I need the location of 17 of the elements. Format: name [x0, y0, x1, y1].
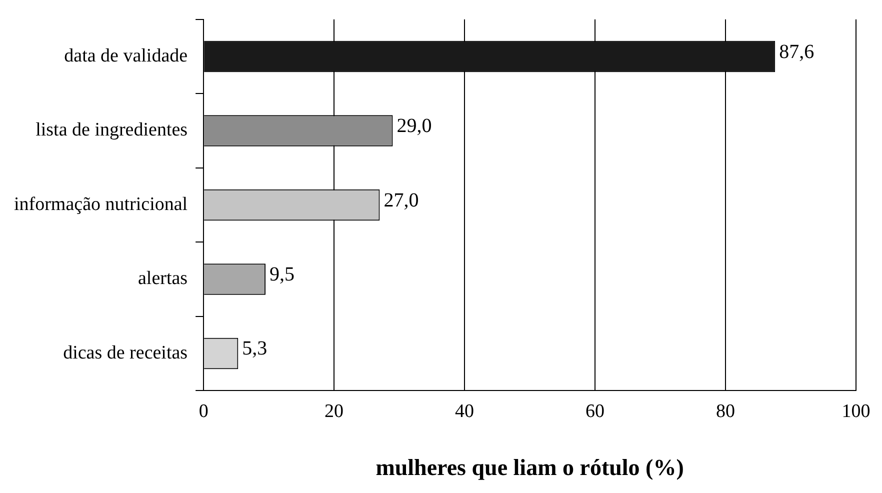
y-tick-label: data de validade [64, 46, 188, 67]
x-tick-label: 0 [198, 400, 208, 422]
x-tick-label: 80 [716, 400, 736, 422]
y-tick-label: informação nutricional [14, 194, 188, 215]
x-axis-title: mulheres que liam o rótulo (%) [376, 455, 684, 480]
x-tick-label: 100 [842, 400, 870, 422]
data-label: 27,0 [384, 189, 419, 212]
y-tick-label: dicas de receitas [63, 342, 188, 364]
data-label: 9,5 [270, 263, 295, 286]
x-tick-label: 20 [324, 400, 344, 422]
x-tick-label: 40 [455, 400, 474, 422]
x-tick-label: 60 [586, 400, 605, 422]
y-tick-label: alertas [138, 268, 188, 290]
data-label: 5,3 [242, 338, 268, 360]
y-tick-label: lista de ingredientes [36, 120, 188, 141]
data-label: 29,0 [396, 115, 432, 138]
data-label: 87,6 [779, 40, 814, 63]
